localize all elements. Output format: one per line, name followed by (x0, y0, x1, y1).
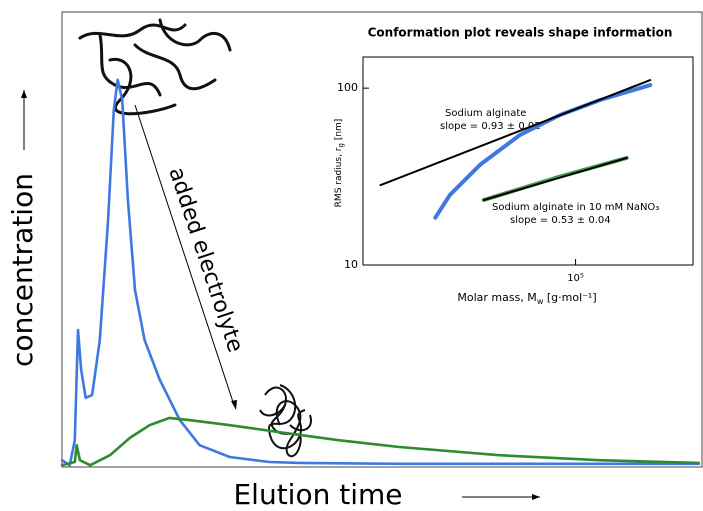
series-line (60, 416, 701, 467)
series-line (60, 78, 701, 467)
annotation: slope = 0.53 ± 0.04 (510, 215, 611, 226)
y-label-part: RMS radius, r (334, 147, 344, 207)
y-tick-label: 100 (337, 81, 358, 94)
annotation: Sodium alginate (445, 108, 526, 119)
x-label-part: Molar mass, M (457, 291, 536, 304)
inset-x-label: Molar mass, Mw [g·mol⁻¹] (457, 291, 596, 306)
annotation-arrow (134, 104, 235, 406)
annotation-arrow-head (231, 400, 237, 410)
y-arrow-head (21, 90, 27, 98)
y-label-part: [nm] (334, 119, 344, 143)
annotation: Sodium alginate in 10 mM NaNO₃ (492, 202, 659, 213)
x-tick-label: 10⁵ (567, 273, 584, 284)
inset-y-label: RMS radius, rg [nm] (334, 119, 346, 208)
inset-title: Conformation plot reveals shape informat… (368, 26, 673, 40)
collapsed-polymer-icon (259, 384, 312, 458)
inset-frame (362, 56, 694, 266)
x-axis-label: Elution time (233, 478, 402, 511)
x-label-sub: w (537, 297, 544, 306)
y-axis-label: concentration (6, 173, 39, 367)
series-line (379, 79, 652, 187)
x-arrow-head (532, 494, 540, 500)
annotation: slope = 0.93 ± 0.02 (440, 121, 541, 132)
x-label-part: [g·mol⁻¹] (543, 291, 596, 304)
series-line (482, 156, 628, 201)
y-tick-label: 10 (344, 258, 358, 271)
y-label-sub: g (337, 143, 345, 147)
plot-frame (61, 11, 703, 468)
annotation: added electrolyte (163, 164, 247, 355)
inset-background (340, 22, 698, 312)
extended-polymer-icon (78, 18, 232, 116)
